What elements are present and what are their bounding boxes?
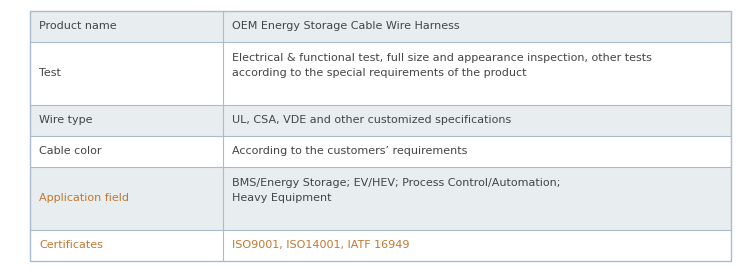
Bar: [223, 136, 731, 167]
Text: Electrical & functional test, full size and appearance inspection, other tests
a: Electrical & functional test, full size …: [232, 53, 652, 77]
Bar: [30, 42, 223, 105]
Text: Application field: Application field: [39, 193, 129, 203]
Bar: [30, 167, 223, 230]
Bar: [223, 230, 731, 261]
Text: Cable color: Cable color: [39, 147, 101, 157]
Bar: [223, 167, 731, 230]
Bar: [30, 11, 223, 42]
Text: OEM Energy Storage Cable Wire Harness: OEM Energy Storage Cable Wire Harness: [232, 22, 460, 31]
Text: Certificates: Certificates: [39, 240, 103, 250]
Bar: [30, 105, 223, 136]
Text: According to the customers’ requirements: According to the customers’ requirements: [232, 147, 467, 157]
Bar: [30, 230, 223, 261]
Text: Product name: Product name: [39, 22, 117, 31]
Text: UL, CSA, VDE and other customized specifications: UL, CSA, VDE and other customized specif…: [232, 115, 511, 125]
Text: Test: Test: [39, 68, 61, 78]
Text: BMS/Energy Storage; EV/HEV; Process Control/Automation;
Heavy Equipment: BMS/Energy Storage; EV/HEV; Process Cont…: [232, 178, 560, 203]
Bar: [223, 11, 731, 42]
Text: Wire type: Wire type: [39, 115, 92, 125]
Bar: [223, 105, 731, 136]
Text: ISO9001, ISO14001, IATF 16949: ISO9001, ISO14001, IATF 16949: [232, 240, 410, 250]
Bar: [30, 136, 223, 167]
Bar: [223, 42, 731, 105]
